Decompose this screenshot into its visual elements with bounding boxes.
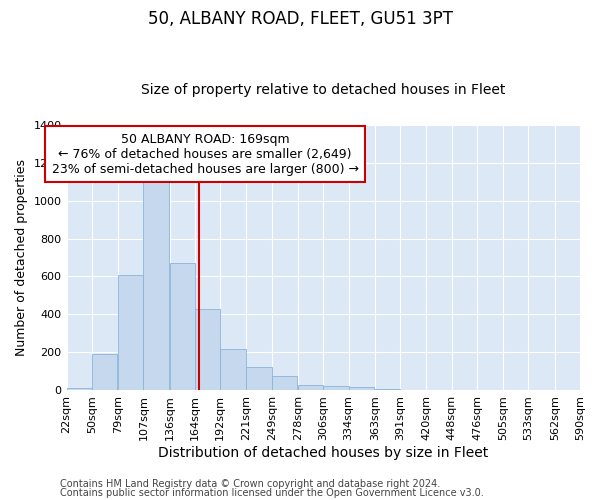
Bar [143,182,169,390]
Bar [323,386,349,390]
Text: Contains public sector information licensed under the Open Government Licence v3: Contains public sector information licen… [60,488,484,498]
Bar [272,376,297,390]
Title: Size of property relative to detached houses in Fleet: Size of property relative to detached ho… [141,83,505,97]
Bar [195,309,220,390]
Bar [67,388,92,390]
Text: 50, ALBANY ROAD, FLEET, GU51 3PT: 50, ALBANY ROAD, FLEET, GU51 3PT [148,10,452,28]
Bar [375,388,400,390]
Bar [220,348,245,391]
Bar [298,385,323,390]
Bar [247,366,272,390]
Bar [349,386,374,390]
Bar [118,274,143,390]
Text: Contains HM Land Registry data © Crown copyright and database right 2024.: Contains HM Land Registry data © Crown c… [60,479,440,489]
Y-axis label: Number of detached properties: Number of detached properties [15,159,28,356]
Bar [92,354,117,390]
Text: 50 ALBANY ROAD: 169sqm
← 76% of detached houses are smaller (2,649)
23% of semi-: 50 ALBANY ROAD: 169sqm ← 76% of detached… [52,132,359,176]
X-axis label: Distribution of detached houses by size in Fleet: Distribution of detached houses by size … [158,446,488,460]
Bar [170,263,195,390]
